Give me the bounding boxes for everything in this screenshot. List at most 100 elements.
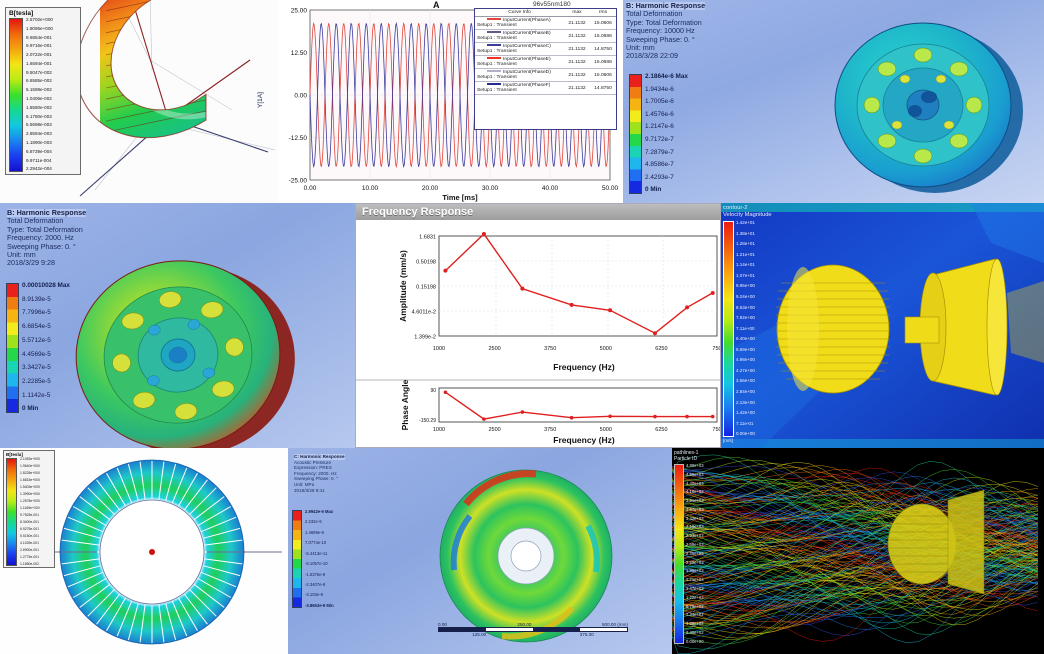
fluent-velocity-contour xyxy=(721,203,1044,448)
legend-value: 5.5150e-001 xyxy=(20,533,40,538)
legend-max: 21.1132 xyxy=(564,16,590,30)
legend-value: 4.40e+03 xyxy=(686,480,704,486)
phase-xlabel: Frequency (Hz) xyxy=(553,435,615,445)
stator-tooth xyxy=(197,506,232,526)
frequency-response-titlebar: Frequency Response xyxy=(356,204,720,220)
amplitude-xlabel: Frequency (Hz) xyxy=(553,362,615,372)
amplitude-xtick: 6250 xyxy=(655,346,667,352)
amplitude-ytick: 1.399e-2 xyxy=(414,335,436,341)
phase-data-point xyxy=(520,410,525,414)
legend-value: 4.16e+03 xyxy=(686,489,704,495)
legend-value: 1.2147e-6 xyxy=(645,123,674,131)
pathline xyxy=(672,549,1039,620)
stator-tooth xyxy=(165,463,177,501)
legend-row: InputCurrent(PhaseF) Setup1 : Transient 21… xyxy=(475,81,616,95)
legend-value: 3.67e+03 xyxy=(686,506,704,512)
fluent-pathlines-view xyxy=(672,448,1044,654)
acoustic-scale-bar xyxy=(438,627,628,632)
chart-window-tag: 96v55nm180 xyxy=(533,1,571,8)
legend-value: 2.8594e-003 xyxy=(26,131,52,137)
legend-value: 5.1598e-002 xyxy=(26,87,52,93)
stator-tooth xyxy=(63,565,101,577)
legend-value: 2.69e+03 xyxy=(686,542,704,548)
legend-value: 1.47e+03 xyxy=(686,585,704,591)
amplitude-data-point xyxy=(569,302,574,307)
panel-meta-line: Type: Total Deformation xyxy=(626,17,702,27)
legend-curve-setup: Setup1 : Transient xyxy=(477,62,517,67)
panel-meta-line: Frequency: 10000 Hz xyxy=(626,26,695,36)
legend-value: 2.232e-9 xyxy=(305,519,322,525)
panel-maxwell-crosssection: B[tesla] 2.1053e+000 1.9640e+000 1.8228e+0… xyxy=(0,448,288,654)
stator-tooth xyxy=(116,467,133,504)
legend-max: 21.1132 xyxy=(564,81,590,95)
panel-meta-line: Particle ID xyxy=(674,456,698,462)
amplitude-xtick: 1000 xyxy=(433,346,445,352)
legend-value: 4.1025e-001 xyxy=(20,540,40,545)
stator-tooth xyxy=(61,558,100,565)
harmonic-2k-legend: 0.00010028 Max 8.9139e-5 7.7996e-5 6.6854e-… xyxy=(6,282,92,413)
legend-value: 1.4699e-9 xyxy=(305,529,324,535)
fluent-colorbar xyxy=(723,221,734,437)
pathline xyxy=(672,586,1039,635)
legend-rms: 14.8750 xyxy=(590,42,616,56)
phase-data-point xyxy=(482,417,486,421)
legend-value: 0.00010028 Max xyxy=(22,282,70,289)
legend-value: 5.5698e-003 xyxy=(26,122,52,128)
pathline xyxy=(672,560,1039,650)
acoustic-scale-right: 500.00 (mm) xyxy=(601,622,628,627)
phase-xtick: 750 xyxy=(712,427,721,433)
legend-value: 0.00e+00 xyxy=(686,638,704,644)
acoustic-scale-mid: 250.00 xyxy=(517,622,532,627)
current-xtick: 0.00 xyxy=(304,185,317,192)
amplitude-ytick: 0.15198 xyxy=(416,285,436,291)
current-ytick: 12.50 xyxy=(291,50,308,57)
current-xtick: 50.00 xyxy=(602,185,619,192)
pathlines-legend-title: pathlines-1 Particle ID xyxy=(674,450,744,462)
stator-tooth xyxy=(189,487,217,515)
legend-value: 2.2942e-004 xyxy=(26,166,52,172)
legend-value: 1.96e+03 xyxy=(686,568,704,574)
stator-tooth xyxy=(87,589,115,617)
maxwell-legend-title: B[tesla] xyxy=(9,10,34,17)
legend-value: -3.8653e-9 Min xyxy=(305,602,334,608)
stator-tooth xyxy=(96,593,121,625)
pathlines-legend: pathlines-1 Particle ID 4.80e+03 4.56e+03 4… xyxy=(674,450,744,652)
legend-value: 7.34e+02 xyxy=(686,612,704,618)
acoustic-colorbar xyxy=(292,510,302,608)
fluent-legend-unit: [m/s] xyxy=(723,438,733,443)
legend-value: 5.5712e-5 xyxy=(22,336,51,344)
pathline xyxy=(672,565,1039,629)
stator-tooth xyxy=(178,597,198,632)
phase-xtick: 5000 xyxy=(600,427,612,433)
legend-value: 7.7996e-5 xyxy=(22,309,51,317)
pathline xyxy=(672,575,1039,624)
legend-rms: 15.0606 xyxy=(590,16,616,30)
stator-tooth xyxy=(72,578,107,598)
current-ytick: -12.50 xyxy=(289,135,308,142)
panel-acoustic-pressure: C: Harmonic Response Acoustic Pressure Exp… xyxy=(288,448,672,654)
legend-curve-name: InputCurrent(PhaseA) xyxy=(503,18,551,23)
legend-rms: 14.8750 xyxy=(590,81,616,95)
legend-curve-name: InputCurrent(PhaseD) xyxy=(503,70,551,75)
legend-value: 1.42e+00 xyxy=(736,410,755,416)
panel-meta-line: 2018/3/29 9:28 xyxy=(7,258,55,268)
phase-xtick: 6250 xyxy=(655,427,667,433)
pathline xyxy=(672,474,1039,541)
legend-value: 2.45e+03 xyxy=(686,550,704,556)
legend-value: 1.0406e-002 xyxy=(26,96,52,102)
amplitude-data-point xyxy=(520,286,525,291)
legend-value: 4.27e+00 xyxy=(736,367,755,373)
pathline xyxy=(672,554,1039,612)
stator-tooth xyxy=(183,593,208,625)
legend-value: 4.4569e-5 xyxy=(22,350,51,358)
legend-value: 3.3427e-5 xyxy=(22,364,51,372)
legend-value: 1.4576e-6 xyxy=(645,110,674,118)
amplitude-data-point xyxy=(481,232,486,237)
fluent-legend-values: 1.42e+01 1.38e+01 1.28e+01 1.21e+01 1.14e+01… xyxy=(736,220,755,437)
pathline xyxy=(672,576,1039,640)
stator-tooth xyxy=(203,527,241,539)
stator-tooth xyxy=(139,604,146,643)
maxwell-cs-colorbar xyxy=(6,458,17,566)
stator-tooth xyxy=(72,506,107,526)
pathlines-legend-values: 4.80e+03 4.56e+03 4.40e+03 4.16e+03 3.91e+03… xyxy=(686,463,704,644)
